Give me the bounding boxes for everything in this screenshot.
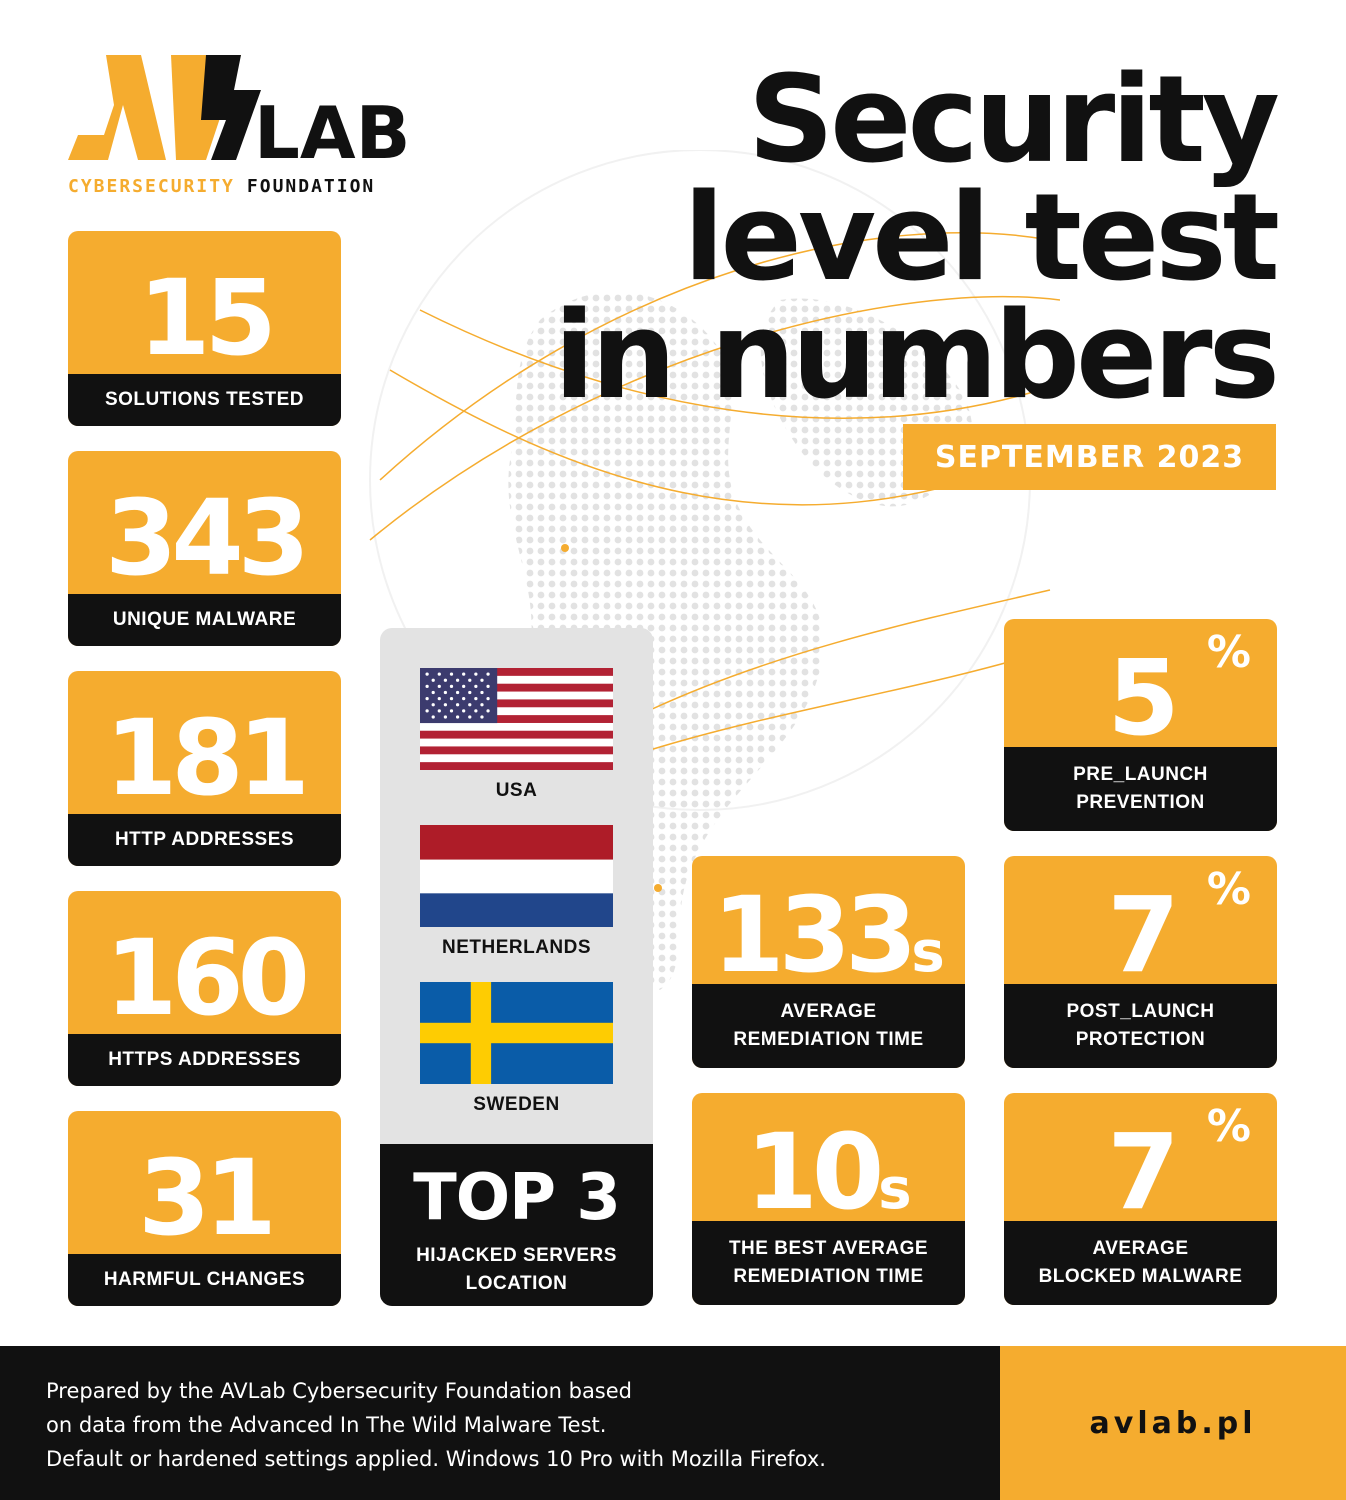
title-line-1: Security — [747, 51, 1280, 190]
stat-value: 7 — [1107, 874, 1179, 996]
usa-flag-icon — [420, 668, 613, 770]
stat-label-line-1: AVERAGE — [1092, 1238, 1189, 1259]
country-label-usa: USA — [495, 780, 538, 801]
percent-sign: % — [1206, 627, 1251, 678]
avlab-logo: LAB — [68, 55, 410, 175]
svg-text:LAB: LAB — [254, 91, 410, 175]
stat-unit: s — [911, 920, 945, 985]
country-label-netherlands: NETHERLANDS — [441, 937, 592, 958]
stat-card-avg-blocked: 7 % AVERAGE BLOCKED MALWARE — [1004, 1093, 1277, 1305]
stat-label: THE BEST AVERAGE REMEDIATION TIME — [692, 1221, 965, 1305]
stat-card-malware: 343 UNIQUE MALWARE — [68, 451, 341, 646]
stat-label-line-2: PREVENTION — [1076, 792, 1205, 813]
footer-line-2: on data from the Advanced In The Wild Ma… — [46, 1413, 607, 1437]
stat-value: 160 — [104, 917, 310, 1039]
title-line-2: level test — [683, 169, 1280, 308]
stat-card-pre-launch: 5 % PRE_LAUNCH PREVENTION — [1004, 619, 1277, 831]
top3-subtitle-line-1: HIJACKED SERVERS — [416, 1245, 617, 1266]
stat-label-line-1: AVERAGE — [780, 1001, 877, 1022]
logo-tagline-right: FOUNDATION — [246, 176, 376, 197]
stat-card-avg-remediation: 133s AVERAGE REMEDIATION TIME — [692, 856, 965, 1068]
stat-unit: s — [878, 1157, 912, 1222]
percent-sign: % — [1206, 864, 1251, 915]
top3-subtitle-line-2: LOCATION — [465, 1273, 568, 1294]
stat-value: 10s — [692, 1111, 965, 1233]
top3-footer: TOP 3 HIJACKED SERVERS LOCATION — [380, 1144, 653, 1306]
stat-label-line-2: REMEDIATION TIME — [733, 1029, 924, 1050]
stat-card-post-launch: 7 % POST_LAUNCH PROTECTION — [1004, 856, 1277, 1068]
top3-subtitle: HIJACKED SERVERS LOCATION — [380, 1242, 653, 1298]
stat-value: 31 — [138, 1137, 277, 1259]
stat-label-line-1: POST_LAUNCH — [1066, 1001, 1215, 1022]
stat-number: 133 — [712, 874, 917, 996]
footer-bar — [0, 1346, 1000, 1500]
stat-value: 133s — [692, 874, 965, 996]
netherlands-flag-icon — [420, 825, 613, 927]
stat-label: SOLUTIONS TESTED — [68, 374, 341, 426]
stat-label: AVERAGE REMEDIATION TIME — [692, 984, 965, 1068]
title-line-3: in numbers — [553, 287, 1280, 426]
top3-heading: TOP 3 — [413, 1161, 621, 1235]
sweden-flag-icon — [420, 982, 613, 1084]
stat-label: HTTPS ADDRESSES — [68, 1034, 341, 1086]
date-badge: SEPTEMBER 2023 — [903, 424, 1276, 490]
stat-label-line-1: PRE_LAUNCH — [1073, 764, 1208, 785]
stat-label: POST_LAUNCH PROTECTION — [1004, 984, 1277, 1068]
footer-line-1: Prepared by the AVLab Cybersecurity Foun… — [46, 1379, 633, 1403]
stat-card-harmful: 31 HARMFUL CHANGES — [68, 1111, 341, 1306]
footer-text: Prepared by the AVLab Cybersecurity Foun… — [46, 1374, 826, 1476]
stat-label: AVERAGE BLOCKED MALWARE — [1004, 1221, 1277, 1305]
stat-card-https: 160 HTTPS ADDRESSES — [68, 891, 341, 1086]
top3-panel: USA NETHERLANDS SWEDEN TOP 3 HIJACKED SE… — [380, 628, 653, 1306]
stat-value: 5 — [1107, 637, 1179, 759]
stat-label: HARMFUL CHANGES — [68, 1254, 341, 1306]
logo-tagline-left: CYBERSECURITY — [68, 176, 235, 197]
website-link[interactable]: avlab.pl — [1000, 1346, 1346, 1500]
logo-tagline: CYBERSECURITY FOUNDATION — [68, 176, 375, 197]
stat-number: 10 — [745, 1111, 884, 1233]
stat-label: HTTP ADDRESSES — [68, 814, 341, 866]
country-label-sweden: SWEDEN — [473, 1094, 560, 1115]
stat-card-solutions: 15 SOLUTIONS TESTED — [68, 231, 341, 426]
stat-label-line-1: THE BEST AVERAGE — [728, 1238, 929, 1259]
stat-label-line-2: REMEDIATION TIME — [733, 1266, 924, 1287]
stat-label-line-2: BLOCKED MALWARE — [1038, 1266, 1243, 1287]
stat-card-http: 181 HTTP ADDRESSES — [68, 671, 341, 866]
stat-label: UNIQUE MALWARE — [68, 594, 341, 646]
stat-label: PRE_LAUNCH PREVENTION — [1004, 747, 1277, 831]
percent-sign: % — [1206, 1101, 1251, 1152]
page-title: Security level test in numbers — [553, 51, 1280, 426]
stat-value: 15 — [138, 257, 277, 379]
stat-label-line-2: PROTECTION — [1075, 1029, 1206, 1050]
stat-value: 7 — [1107, 1111, 1179, 1233]
footer-line-3: Default or hardened settings applied. Wi… — [46, 1447, 826, 1471]
stat-value: 343 — [104, 477, 310, 599]
stat-value: 181 — [104, 697, 310, 819]
stat-card-best-remediation: 10s THE BEST AVERAGE REMEDIATION TIME — [692, 1093, 965, 1305]
